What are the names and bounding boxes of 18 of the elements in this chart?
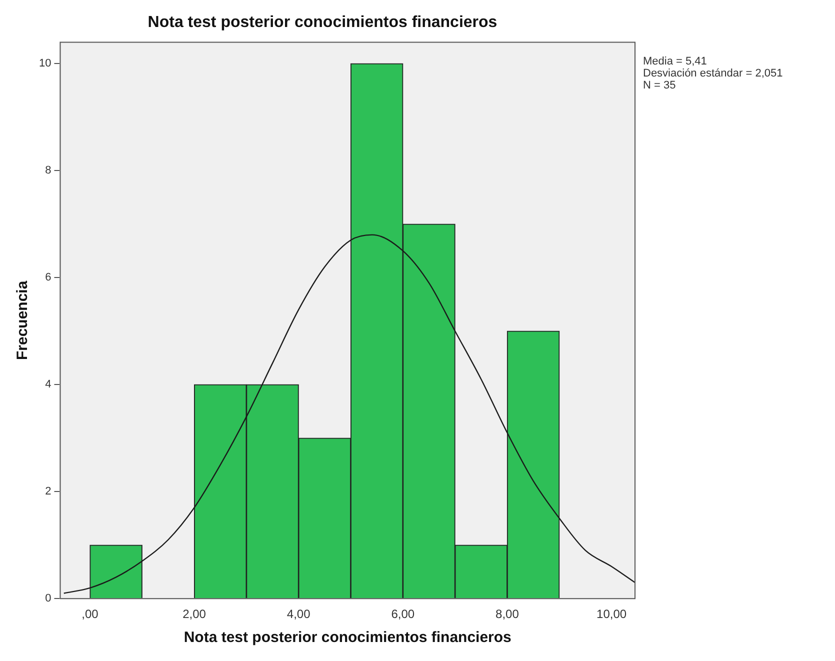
x-axis-title: Nota test posterior conocimientos financieros xyxy=(184,629,512,646)
x-tick-label: 6,00 xyxy=(391,607,415,622)
y-tick-label: 0 xyxy=(45,592,52,605)
x-tick-label: 10,00 xyxy=(596,607,627,622)
y-tick-label: 4 xyxy=(45,378,52,391)
x-tick-label: ,00 xyxy=(82,607,99,622)
y-tick-label: 6 xyxy=(45,272,52,284)
x-tick-label: 8,00 xyxy=(496,607,520,622)
text: N = 35 xyxy=(643,80,676,92)
text: Desviación estándar = 2,051 xyxy=(643,68,783,80)
chart-title: Nota test posterior conocimientos financieros xyxy=(148,14,498,32)
x-tick-label: 4,00 xyxy=(286,607,311,622)
y-tick-label: 8 xyxy=(45,164,52,177)
x-tick-label: 2,00 xyxy=(182,607,206,622)
y-tick-label: 2 xyxy=(45,486,52,498)
y-axis-title: Frecuencia xyxy=(14,280,32,360)
y-tick-label: 10 xyxy=(38,58,52,70)
text: Media = 5,41 xyxy=(643,56,707,68)
